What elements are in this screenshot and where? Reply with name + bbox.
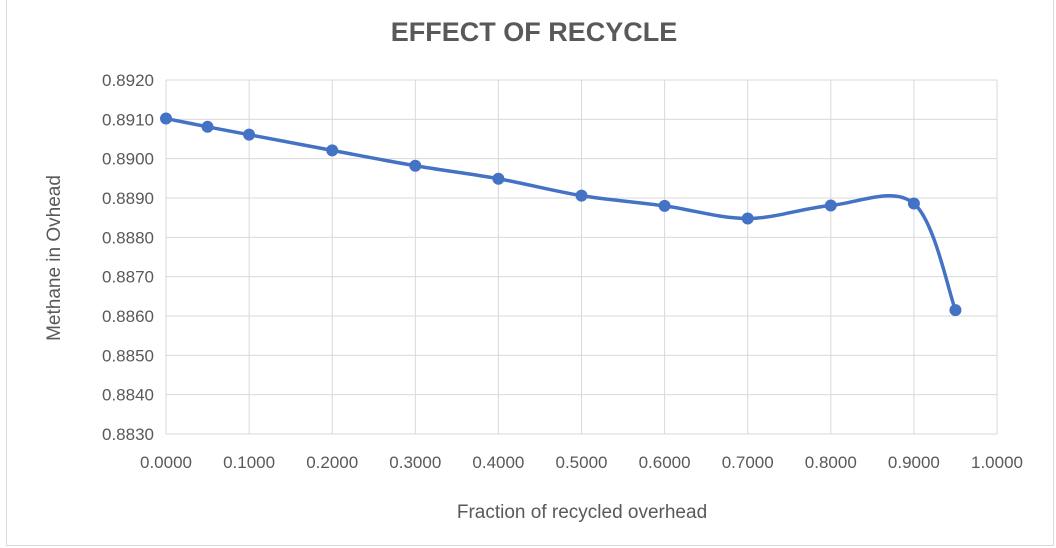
y-tick-label: 0.8870 bbox=[102, 268, 154, 287]
data-point bbox=[658, 199, 671, 212]
y-tick-label: 0.8850 bbox=[102, 346, 154, 365]
data-point bbox=[201, 120, 214, 133]
x-tick-label: 0.5000 bbox=[556, 453, 608, 472]
data-point bbox=[409, 159, 422, 172]
x-tick-label: 0.2000 bbox=[306, 453, 358, 472]
data-point bbox=[824, 199, 837, 212]
x-tick-label: 0.6000 bbox=[639, 453, 691, 472]
data-point bbox=[949, 304, 962, 317]
y-tick-label: 0.8890 bbox=[102, 189, 154, 208]
x-tick-label: 0.4000 bbox=[472, 453, 524, 472]
data-point bbox=[243, 128, 256, 141]
data-point bbox=[741, 212, 754, 225]
x-tick-label: 0.1000 bbox=[223, 453, 275, 472]
data-point bbox=[492, 172, 505, 185]
x-tick-label: 1.0000 bbox=[971, 453, 1023, 472]
series-layer bbox=[160, 112, 962, 317]
gridlines bbox=[165, 79, 998, 435]
data-point bbox=[160, 112, 172, 125]
y-tick-label: 0.8920 bbox=[102, 71, 154, 90]
x-tick-label: 0.0000 bbox=[140, 453, 192, 472]
x-tick-label: 0.3000 bbox=[389, 453, 441, 472]
y-tick-label: 0.8830 bbox=[102, 425, 154, 444]
y-tick-label: 0.8900 bbox=[102, 150, 154, 169]
x-tick-label: 0.7000 bbox=[722, 453, 774, 472]
data-point bbox=[575, 189, 588, 202]
y-tick-label: 0.8860 bbox=[102, 307, 154, 326]
chart-frame bbox=[6, 0, 1054, 546]
x-tick-label: 0.9000 bbox=[888, 453, 940, 472]
y-axis-title: Methane in Ovhead bbox=[44, 175, 65, 341]
x-tick-label: 0.8000 bbox=[805, 453, 857, 472]
y-tick-label: 0.8880 bbox=[102, 228, 154, 247]
x-axis-title: Fraction of recycled overhead bbox=[457, 502, 707, 523]
y-tick-label: 0.8910 bbox=[102, 110, 154, 129]
series-line bbox=[164, 116, 958, 312]
axes: 0.8830 0.8840 0.8850 0.8860 0.8870 0.8880 0.88… bbox=[102, 71, 1023, 472]
chart-title: EFFECT OF RECYCLE bbox=[391, 17, 678, 47]
y-tick-label: 0.8840 bbox=[102, 386, 154, 405]
data-point bbox=[907, 197, 920, 210]
data-point bbox=[326, 144, 339, 157]
